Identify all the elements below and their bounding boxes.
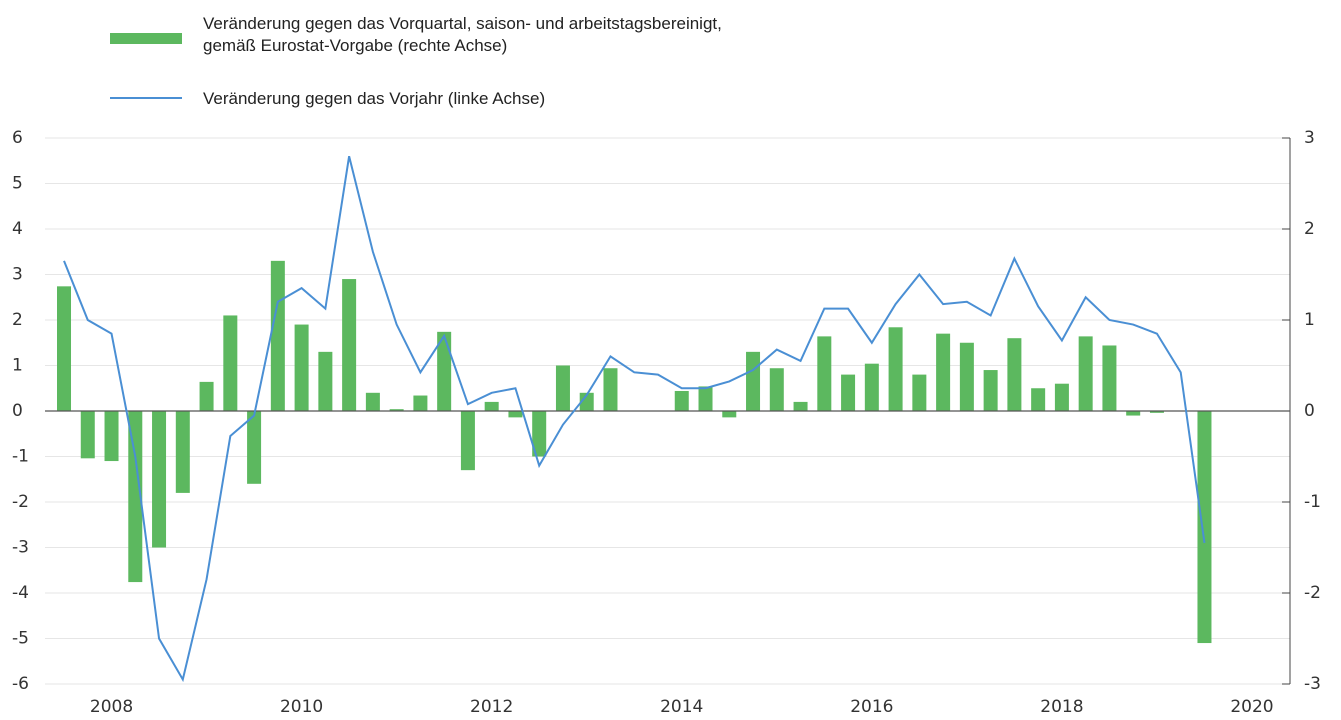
bar <box>983 370 998 411</box>
x-tick-label: 2016 <box>850 697 893 717</box>
x-tick-label: 2014 <box>660 697 703 717</box>
bar <box>128 411 143 583</box>
bar <box>1149 411 1164 413</box>
y-tick-label: -6 <box>12 674 29 694</box>
bar <box>1078 336 1093 411</box>
bar <box>1197 411 1212 644</box>
bar <box>104 411 119 462</box>
bar <box>57 286 72 411</box>
bar <box>1126 411 1141 416</box>
bar <box>1007 338 1022 411</box>
line <box>63 155 1206 683</box>
y-tick-label: -3 <box>12 538 29 558</box>
bar <box>722 411 737 418</box>
bar <box>152 411 167 548</box>
legend-label: Veränderung gegen das Vorquartal, saison… <box>203 14 722 55</box>
bar <box>318 351 333 411</box>
bar <box>389 409 404 411</box>
bar <box>342 279 357 411</box>
bar <box>555 365 570 411</box>
y-tick-label: 6 <box>12 128 23 148</box>
bar <box>484 401 499 411</box>
bar <box>769 368 784 411</box>
bar <box>793 401 808 411</box>
bar <box>1031 388 1046 411</box>
bar <box>912 374 927 411</box>
bar <box>532 411 547 457</box>
y-tick-label: -1 <box>12 447 29 467</box>
x-tick-label: 2020 <box>1230 697 1273 717</box>
bar <box>1054 383 1069 411</box>
bar <box>579 392 594 411</box>
bar <box>223 315 238 411</box>
legend-label: Veränderung gegen das Vorjahr (linke Ach… <box>203 89 546 108</box>
y2-tick-label: 3 <box>1304 128 1315 148</box>
bar <box>959 342 974 411</box>
bar <box>80 411 95 459</box>
bar <box>1102 345 1117 411</box>
x-tick-label: 2008 <box>90 697 133 717</box>
y2-tick-label: -3 <box>1304 674 1321 694</box>
bar <box>864 363 879 411</box>
bar <box>674 390 689 411</box>
bar <box>413 395 428 411</box>
bar <box>175 411 190 493</box>
bar <box>460 411 475 471</box>
bar <box>817 336 832 411</box>
y-tick-label: -2 <box>12 492 29 512</box>
y-tick-label: 4 <box>12 219 23 239</box>
bar <box>247 411 262 484</box>
legend-swatch-bar <box>110 33 182 44</box>
bar <box>508 411 523 418</box>
bar <box>698 386 713 411</box>
y2-tick-label: 0 <box>1304 401 1315 421</box>
y2-tick-label: -2 <box>1304 583 1321 603</box>
y-tick-label: 1 <box>12 356 23 376</box>
y2-tick-label: 2 <box>1304 219 1315 239</box>
bar <box>365 392 380 411</box>
bar <box>888 327 903 411</box>
bar <box>199 381 214 411</box>
y-tick-label: 3 <box>12 265 23 285</box>
y2-tick-label: -1 <box>1304 492 1321 512</box>
bar <box>841 374 856 411</box>
bar <box>603 368 618 411</box>
y-tick-label: 0 <box>12 401 23 421</box>
y-tick-label: -4 <box>12 583 29 603</box>
bar <box>437 331 452 411</box>
bar <box>746 351 761 411</box>
y-tick-label: 5 <box>12 174 23 194</box>
y-tick-label: 2 <box>12 310 23 330</box>
bar <box>270 260 285 411</box>
y2-tick-label: 1 <box>1304 310 1315 330</box>
bar <box>936 333 951 411</box>
x-tick-label: 2010 <box>280 697 323 717</box>
bar <box>294 324 309 411</box>
x-tick-label: 2012 <box>470 697 513 717</box>
y-tick-label: -5 <box>12 629 29 649</box>
x-tick-label: 2018 <box>1040 697 1083 717</box>
